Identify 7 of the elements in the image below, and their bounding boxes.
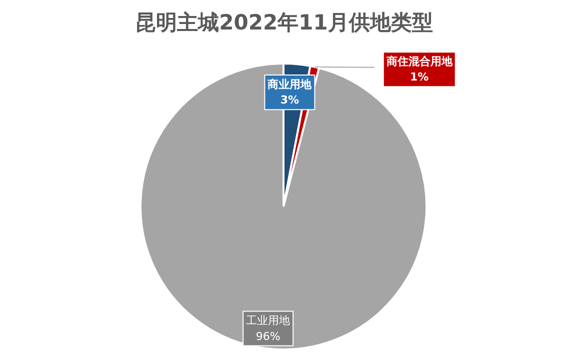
- data-label: 1%: [410, 70, 429, 84]
- slice-label: 工业用地: [246, 314, 290, 328]
- chart-title: 昆明主城2022年11月供地类型: [135, 10, 433, 34]
- data-label: 3%: [280, 94, 300, 107]
- data-label: 96%: [256, 330, 280, 343]
- slice-label: 商住混合用地: [385, 55, 454, 68]
- slice-label: 商业用地: [266, 78, 313, 91]
